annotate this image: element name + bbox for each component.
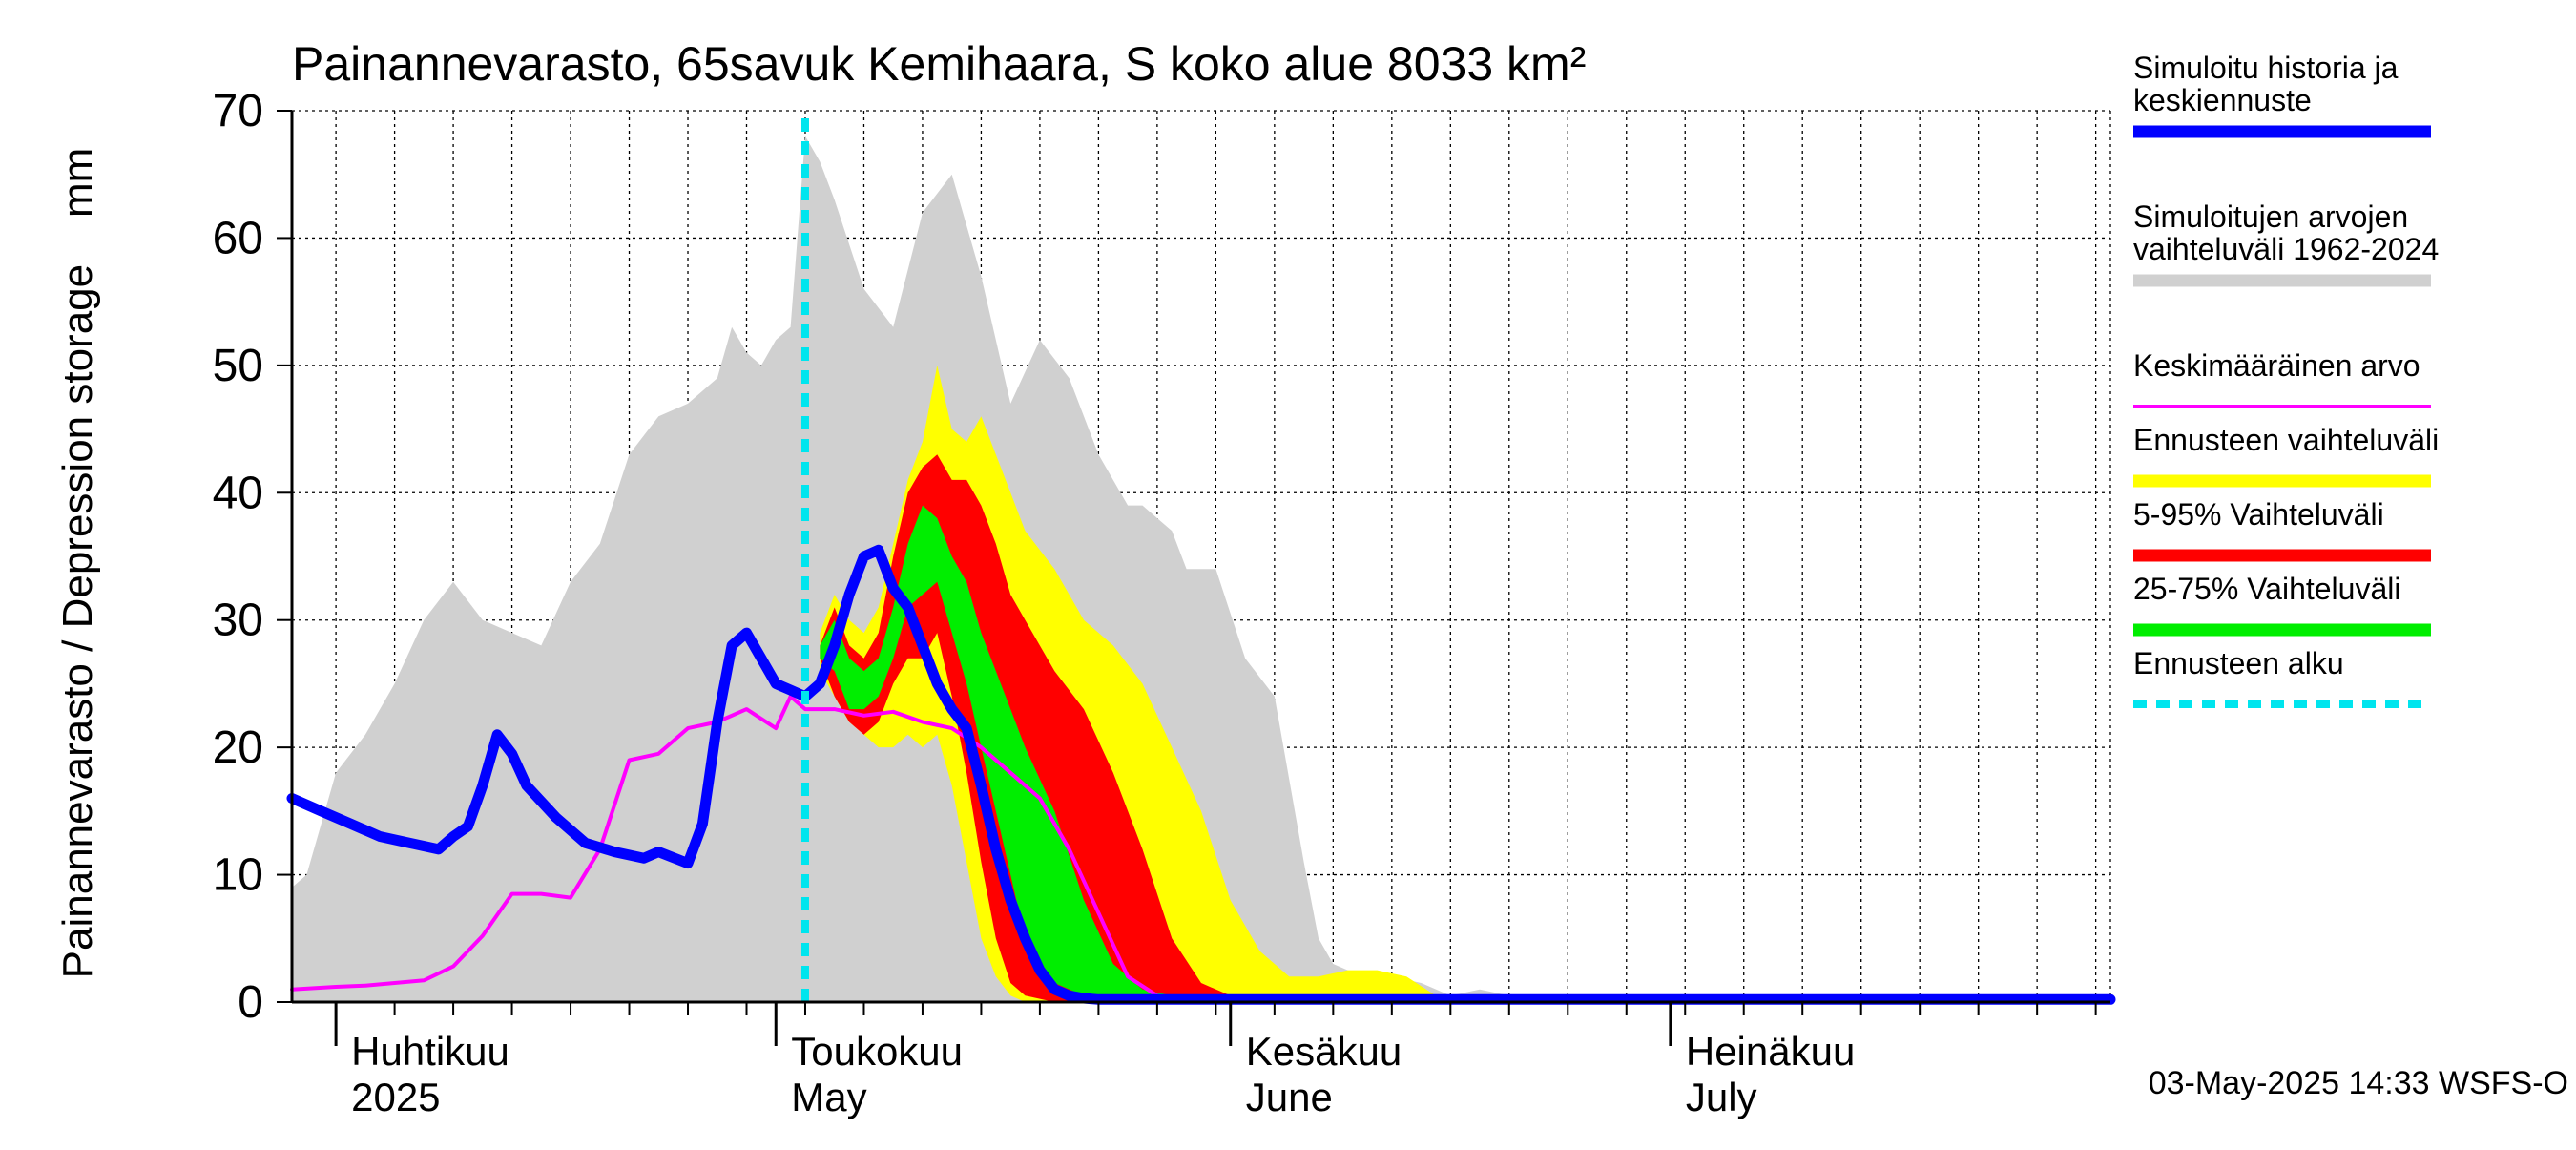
y-tick-label: 20 [213, 722, 263, 773]
y-tick-label: 0 [238, 977, 263, 1028]
month-label-en: May [791, 1075, 866, 1119]
band-ffff00 [820, 365, 2110, 1002]
series-lines [286, 118, 2116, 1005]
chart-title: Painannevarasto, 65savuk Kemihaara, S ko… [292, 37, 1586, 91]
legend-label: Ennusteen alku [2133, 646, 2344, 680]
y-tick-label: 50 [213, 341, 263, 391]
timestamp: 03-May-2025 14:33 WSFS-O [2149, 1065, 2568, 1101]
legend-label: 25-75% Vaihteluväli [2133, 572, 2400, 606]
legend-label: vaihteluväli 1962-2024 [2133, 232, 2439, 266]
legend-label: Ennusteen vaihteluväli [2133, 423, 2439, 457]
band-d0d0d0 [292, 136, 2110, 1002]
month-label-en: June [1246, 1075, 1333, 1119]
line-ff00ff [290, 694, 2112, 1003]
month-label-en: 2025 [351, 1075, 440, 1119]
month-label-fi: Kesäkuu [1246, 1029, 1402, 1074]
line-0000ff [286, 544, 2116, 1005]
legend-label: Simuloitujen arvojen [2133, 199, 2408, 234]
month-label-fi: Toukokuu [791, 1029, 963, 1074]
month-label-en: July [1686, 1075, 1757, 1119]
y-tick-label: 40 [213, 468, 263, 518]
month-label-fi: Heinäkuu [1686, 1029, 1855, 1074]
y-tick-label: 30 [213, 596, 263, 646]
legend-label: keskiennuste [2133, 83, 2312, 117]
bands [292, 136, 2110, 1002]
y-tick-label: 10 [213, 850, 263, 901]
y-tick-label: 60 [213, 213, 263, 263]
legend-label: Simuloitu historia ja [2133, 51, 2399, 85]
legend-label: Keskimääräinen arvo [2133, 348, 2420, 383]
y-tick-label: 70 [213, 86, 263, 136]
band-ff0000 [820, 454, 2110, 1002]
y-axis-label: Painannevarasto / Depression storage mm [54, 148, 101, 979]
band-00ee00 [820, 505, 2110, 1002]
month-label-fi: Huhtikuu [351, 1029, 509, 1074]
legend-label: 5-95% Vaihteluväli [2133, 497, 2384, 532]
